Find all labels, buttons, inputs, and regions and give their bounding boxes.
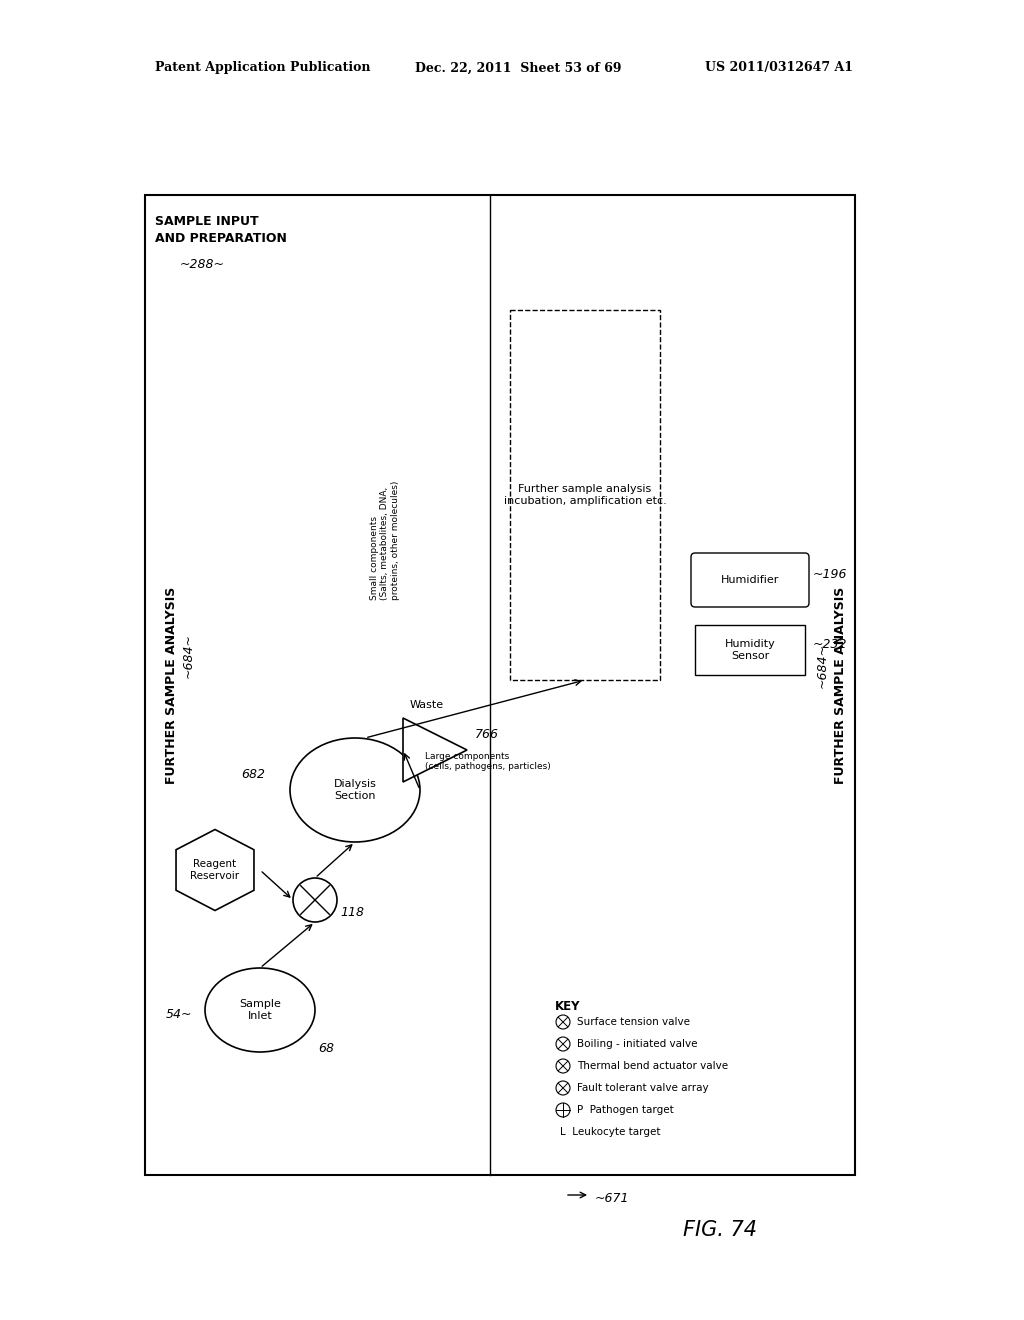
Text: ~671: ~671 — [595, 1192, 630, 1204]
Text: Small components
(Salts, metabolites, DNA,
proteins, other molecules): Small components (Salts, metabolites, DN… — [370, 480, 399, 599]
Circle shape — [556, 1015, 570, 1030]
Text: Waste: Waste — [410, 700, 444, 710]
Text: FURTHER SAMPLE ANALYSIS: FURTHER SAMPLE ANALYSIS — [165, 586, 178, 784]
Ellipse shape — [290, 738, 420, 842]
Text: Humidity
Sensor: Humidity Sensor — [725, 639, 775, 661]
Text: Dec. 22, 2011  Sheet 53 of 69: Dec. 22, 2011 Sheet 53 of 69 — [415, 62, 622, 74]
Bar — [145, 195, 855, 1175]
Text: Large components
(cells, pathogens, particles): Large components (cells, pathogens, part… — [425, 752, 551, 771]
Text: 54~: 54~ — [166, 1008, 193, 1022]
Bar — [695, 624, 805, 675]
Bar — [510, 310, 660, 680]
Text: Boiling - initiated valve: Boiling - initiated valve — [577, 1039, 697, 1049]
Circle shape — [556, 1059, 570, 1073]
Text: 682: 682 — [241, 768, 265, 781]
Text: Reagent
Reservoir: Reagent Reservoir — [190, 859, 240, 880]
Text: ~196: ~196 — [813, 569, 848, 582]
Text: ~684~: ~684~ — [182, 632, 195, 677]
Text: AND PREPARATION: AND PREPARATION — [155, 232, 287, 246]
Text: FIG. 74: FIG. 74 — [683, 1220, 757, 1239]
Text: 68: 68 — [318, 1041, 334, 1055]
Text: 766: 766 — [475, 729, 499, 742]
Text: Thermal bend actuator valve: Thermal bend actuator valve — [577, 1061, 728, 1071]
Text: SAMPLE INPUT: SAMPLE INPUT — [155, 215, 259, 228]
Text: US 2011/0312647 A1: US 2011/0312647 A1 — [705, 62, 853, 74]
Circle shape — [556, 1104, 570, 1117]
Text: 118: 118 — [340, 906, 364, 919]
Text: Fault tolerant valve array: Fault tolerant valve array — [577, 1082, 709, 1093]
Text: ~288~: ~288~ — [180, 257, 225, 271]
Circle shape — [556, 1081, 570, 1096]
Text: L  Leukocyte target: L Leukocyte target — [560, 1127, 660, 1137]
Text: Surface tension valve: Surface tension valve — [577, 1016, 690, 1027]
Text: Humidifier: Humidifier — [721, 576, 779, 585]
Circle shape — [293, 878, 337, 921]
Ellipse shape — [205, 968, 315, 1052]
Text: Sample
Inlet: Sample Inlet — [239, 999, 281, 1020]
Text: P  Pathogen target: P Pathogen target — [577, 1105, 674, 1115]
Text: Further sample analysis
incubation, amplification etc.: Further sample analysis incubation, ampl… — [504, 484, 667, 506]
Text: KEY: KEY — [555, 1001, 581, 1012]
Polygon shape — [176, 829, 254, 911]
Text: Patent Application Publication: Patent Application Publication — [155, 62, 371, 74]
Polygon shape — [403, 718, 467, 781]
Circle shape — [556, 1038, 570, 1051]
FancyBboxPatch shape — [691, 553, 809, 607]
Text: FURTHER SAMPLE ANALYSIS: FURTHER SAMPLE ANALYSIS — [834, 586, 847, 784]
Text: Dialysis
Section: Dialysis Section — [334, 779, 377, 801]
Text: ~232: ~232 — [813, 639, 848, 652]
Text: ~684~: ~684~ — [815, 643, 828, 688]
